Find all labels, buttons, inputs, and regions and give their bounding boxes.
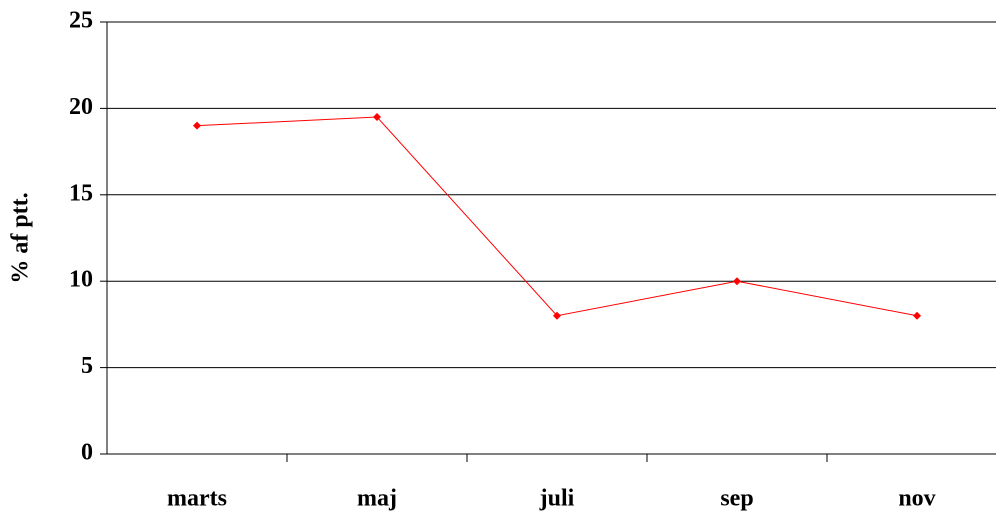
marker	[193, 121, 201, 130]
marker	[913, 311, 921, 320]
data-line	[196, 116, 918, 317]
y-tick-label: 0	[81, 440, 93, 466]
x-tick-label: nov	[898, 486, 935, 512]
y-tick-label: 15	[69, 180, 93, 206]
y-tick-label: 25	[69, 8, 93, 34]
x-tick-label: marts	[167, 486, 227, 512]
y-tick-label: 5	[81, 353, 93, 379]
x-tick-label: sep	[720, 486, 753, 512]
y-axis-label: % af ptt.	[8, 192, 34, 283]
marker	[553, 311, 561, 320]
marker	[733, 277, 741, 286]
x-tick-label: maj	[357, 486, 397, 512]
x-tick-label: juli	[539, 486, 575, 512]
y-tick-label: 20	[69, 94, 93, 120]
marker	[373, 113, 381, 122]
y-tick-label: 10	[69, 267, 93, 293]
